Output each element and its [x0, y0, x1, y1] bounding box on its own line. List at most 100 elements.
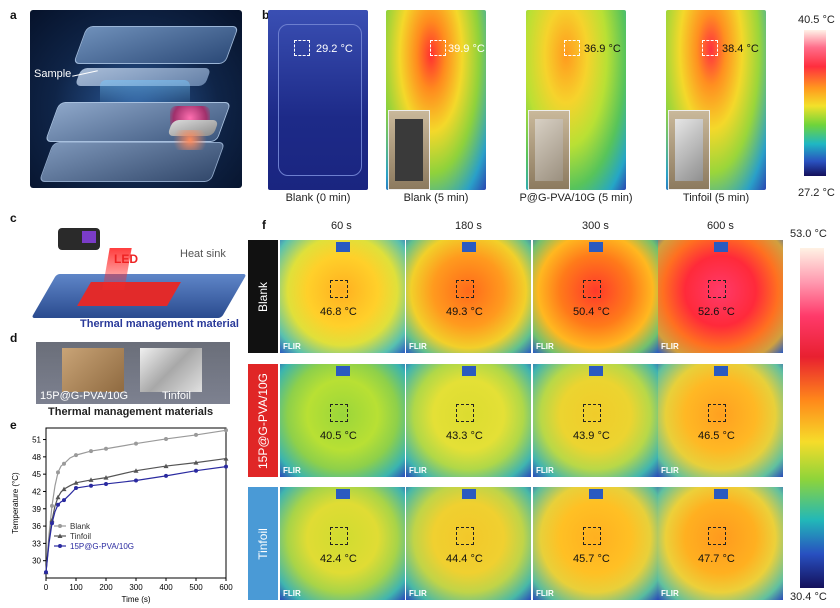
- panel-label-f: f: [262, 218, 266, 232]
- flir-logo: FLIR: [283, 589, 301, 598]
- measure-box: [702, 40, 718, 56]
- sample-label: Sample: [34, 68, 72, 80]
- y-tick-label: 48: [32, 453, 41, 462]
- pad-connector: [336, 489, 350, 499]
- data-point: [73, 480, 79, 485]
- x-tick-label: 0: [44, 583, 49, 592]
- temp-reading: 50.4 °C: [573, 306, 610, 318]
- thermal-pad-image: 47.7 °C FLIR: [658, 487, 783, 600]
- temp-reading: 52.6 °C: [698, 306, 735, 318]
- y-tick-label: 45: [32, 470, 41, 479]
- x-tick-label: 100: [69, 583, 83, 592]
- material-label-left: 15P@G-PVA/10G: [40, 390, 128, 402]
- pad-connector: [589, 242, 603, 252]
- materials-caption: Thermal management materials: [48, 406, 214, 418]
- time-label-60s: 60 s: [331, 220, 352, 232]
- pad-connector: [462, 242, 476, 252]
- plot-frame: [45, 427, 227, 579]
- thermal-pad-image: 50.4 °C FLIR: [533, 240, 658, 353]
- data-point: [62, 498, 66, 503]
- data-point: [55, 494, 61, 500]
- data-point: [223, 456, 229, 461]
- thermal-image-blank-0min: 29.2 °C: [268, 10, 368, 190]
- y-tick-label: 51: [32, 436, 41, 445]
- pad-connector: [714, 489, 728, 499]
- x-tick-label: 600: [219, 583, 233, 592]
- flir-logo: FLIR: [409, 589, 427, 598]
- colorbar-b-max: 40.5 °C: [798, 14, 835, 26]
- thermal-camera-icon: [58, 228, 100, 250]
- measure-box: [456, 280, 474, 298]
- data-point: [56, 470, 60, 475]
- panel-label-d: d: [10, 331, 18, 345]
- panel-label-b: b: [262, 8, 270, 22]
- material-label-right: Tinfoil: [162, 390, 191, 402]
- thermal-pad-image: 52.6 °C FLIR: [658, 240, 783, 353]
- data-point: [56, 502, 60, 507]
- measure-box: [330, 404, 348, 422]
- row-label-tinfoil: Tinfoil: [248, 487, 278, 600]
- temp-reading: 44.4 °C: [446, 553, 483, 565]
- pad-connector: [336, 242, 350, 252]
- x-axis-label: Time (s): [121, 595, 150, 604]
- temp-reading: 49.3 °C: [446, 306, 483, 318]
- phone-photo-inset: [668, 110, 710, 190]
- flir-logo: FLIR: [283, 342, 301, 351]
- panel-label-e: e: [10, 418, 17, 432]
- data-point: [193, 460, 199, 465]
- exploded-phone-illustration: Sample: [30, 10, 242, 188]
- temp-reading: 46.5 °C: [698, 430, 735, 442]
- legend-label: Tinfoil: [70, 532, 91, 541]
- flir-logo: FLIR: [536, 466, 554, 475]
- temp-reading: 46.8 °C: [320, 306, 357, 318]
- data-point: [74, 453, 78, 458]
- setup-schematic: LED Heat sink Thermal management materia…: [22, 228, 247, 330]
- pad-connector: [714, 366, 728, 376]
- flir-logo: FLIR: [661, 342, 679, 351]
- flir-logo: FLIR: [536, 589, 554, 598]
- led-board: [77, 282, 181, 306]
- temperature-line-chart: 0 100 200 300 400 500 600 30 33 36 39 42 45 48 51 Time …: [11, 427, 233, 604]
- data-point: [104, 481, 108, 486]
- pad-connector: [714, 242, 728, 252]
- data-point: [224, 464, 228, 469]
- data-point: [50, 521, 54, 526]
- caption-blank-0min: Blank (0 min): [285, 192, 351, 204]
- series-line-blank: [45, 429, 227, 573]
- measure-box: [456, 404, 474, 422]
- data-point: [104, 446, 108, 451]
- y-tick-label: 36: [32, 522, 41, 531]
- data-point: [194, 468, 198, 473]
- thermal-image-tinfoil-5min: 38.4 °C: [666, 10, 766, 190]
- time-label-300s: 300 s: [582, 220, 609, 232]
- y-tick-label: 39: [32, 505, 41, 514]
- material-sample-tinfoil: [140, 348, 202, 392]
- data-point: [164, 473, 168, 478]
- data-point: [133, 468, 139, 473]
- pad-connector: [462, 366, 476, 376]
- thermal-pad-image: 40.5 °C FLIR: [280, 364, 405, 477]
- temp-reading: 47.7 °C: [698, 553, 735, 565]
- led-label: LED: [114, 252, 138, 266]
- legend-marker: [57, 533, 63, 538]
- legend-label: 15P@G-PVA/10G: [70, 542, 134, 551]
- flir-logo: FLIR: [283, 466, 301, 475]
- thermal-pad-image: 42.4 °C FLIR: [280, 487, 405, 600]
- row-label-blank: Blank: [248, 240, 278, 353]
- measure-box: [708, 527, 726, 545]
- measure-box: [708, 404, 726, 422]
- x-tick-label: 400: [159, 583, 173, 592]
- flir-logo: FLIR: [661, 466, 679, 475]
- data-point: [89, 483, 93, 488]
- temp-reading: 43.9 °C: [573, 430, 610, 442]
- colorbar-f-min: 30.4 °C: [790, 591, 827, 603]
- panel-label-a: a: [10, 8, 17, 22]
- data-point: [134, 478, 138, 483]
- temp-reading: 40.5 °C: [320, 430, 357, 442]
- materials-photo: 15P@G-PVA/10G Tinfoil: [36, 342, 230, 404]
- measure-box: [564, 40, 580, 56]
- phone-photo-inset: [388, 110, 430, 190]
- measure-box: [583, 527, 601, 545]
- measure-box: [583, 280, 601, 298]
- thermal-pad-image: 46.5 °C FLIR: [658, 364, 783, 477]
